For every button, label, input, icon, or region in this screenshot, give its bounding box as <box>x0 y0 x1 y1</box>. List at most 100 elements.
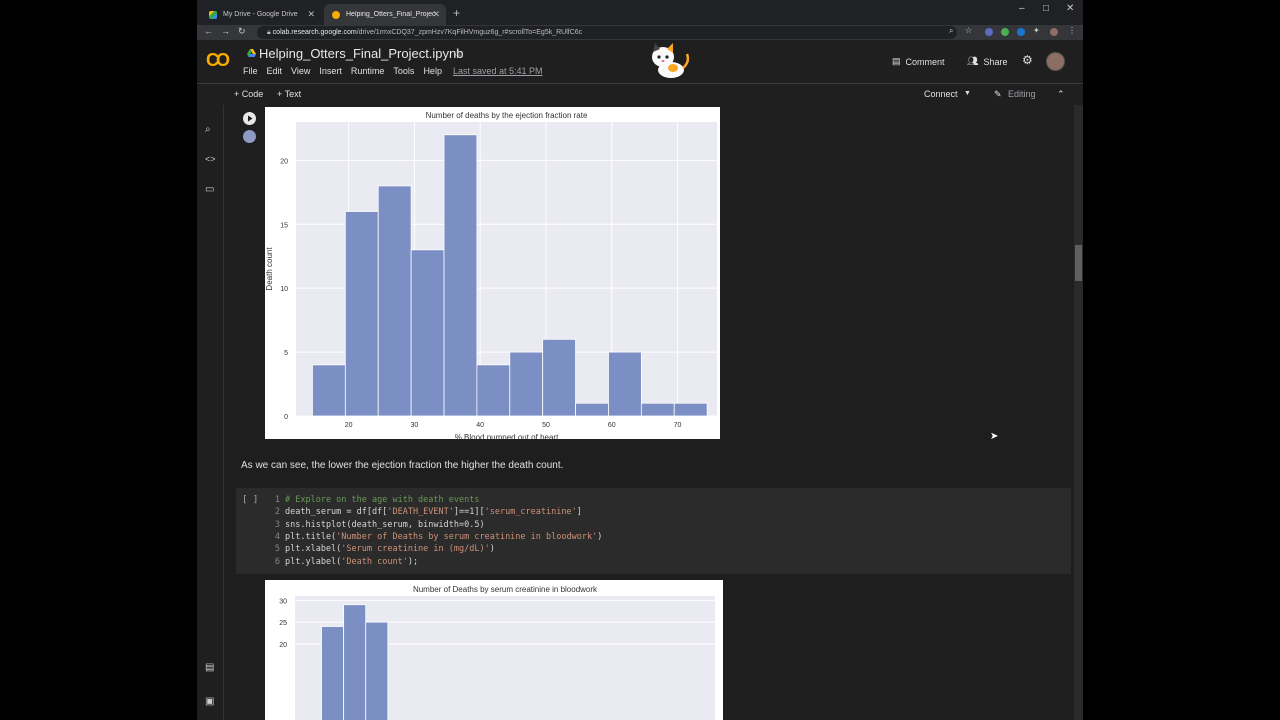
code-line[interactable]: 4 plt.title('Number of Deaths by serum cr… <box>270 532 602 542</box>
code-cell[interactable]: [ ] 1 # Explore on the age with death eve… <box>236 488 1071 574</box>
reload-icon[interactable]: ↻ <box>238 26 246 36</box>
notebook-title[interactable]: Helping_Otters_Final_Project.ipynb <box>259 46 464 61</box>
tab-strip: My Drive - Google Drive ✕ Helping_Otters… <box>197 0 1083 25</box>
people-icon: 👥︎ <box>967 56 979 66</box>
y-tick-label: 15 <box>280 222 288 229</box>
y-tick-label: 20 <box>280 158 288 165</box>
menu-tools[interactable]: Tools <box>393 66 415 76</box>
add-text-button[interactable]: + Text <box>277 89 302 99</box>
last-saved-link[interactable]: Last saved at 5:41 PM <box>452 66 543 76</box>
code-token: ]==1][ <box>453 507 485 518</box>
histogram-bar <box>365 621 389 720</box>
chart-title: Number of deaths by the ejection fractio… <box>426 111 588 120</box>
code-token: ) <box>489 544 495 555</box>
histogram-bar <box>608 351 642 417</box>
code-line[interactable]: 6 plt.ylabel('Death count'); <box>270 557 418 567</box>
menu-view[interactable]: View <box>291 66 311 76</box>
cell-execution-bracket[interactable]: [ ] <box>242 495 259 505</box>
code-line[interactable]: 5 plt.xlabel('Serum creatinine in (mg/dL)… <box>270 544 495 554</box>
histogram-bar <box>343 604 367 720</box>
histogram-bar <box>321 626 345 720</box>
y-axis-label: Death count <box>265 247 274 291</box>
puzzle-icon[interactable]: ✦ <box>1033 26 1040 35</box>
code-token: 'Death count' <box>341 556 408 567</box>
search-icon[interactable]: ⌕ <box>205 124 211 135</box>
bookmark-star-icon[interactable]: ☆ <box>965 26 973 35</box>
extension-icon[interactable] <box>1001 28 1009 36</box>
code-line[interactable]: 2 death_serum = df[df['DEATH_EVENT']==1][… <box>270 507 582 517</box>
extension-icon[interactable] <box>1017 28 1025 36</box>
add-code-button[interactable]: + Code <box>234 89 264 99</box>
avatar[interactable] <box>1046 52 1065 71</box>
histogram-bar <box>575 402 609 417</box>
back-icon[interactable]: ← <box>204 26 213 36</box>
share-label: Share <box>983 56 1008 67</box>
maximize-button[interactable]: □ <box>1043 3 1050 14</box>
text-cell[interactable]: As we can see, the lower the ejection fr… <box>241 460 564 471</box>
close-window-button[interactable]: ✕ <box>1066 3 1075 14</box>
menu-edit[interactable]: Edit <box>266 66 283 76</box>
code-line[interactable]: 1 # Explore on the age with death events <box>270 495 480 505</box>
lock-icon: 🔒︎ <box>267 29 273 36</box>
folder-icon[interactable]: ▭ <box>205 184 215 195</box>
star-icon[interactable]: ☆ <box>452 45 464 60</box>
forward-icon[interactable]: → <box>221 26 230 36</box>
gear-icon[interactable]: ⚙ <box>1022 53 1033 67</box>
menu-runtime[interactable]: Runtime <box>350 66 385 76</box>
chevron-up-icon[interactable]: ⌃ <box>1057 89 1065 99</box>
tab-colab-notebook[interactable]: Helping_Otters_Final_Project.ipyn ✕ <box>324 4 446 25</box>
code-token: plt.title( <box>285 531 337 542</box>
chart-svg: 20 25 30 Number of Deaths by serum creatini… <box>279 585 715 720</box>
code-snippets-icon[interactable]: <> <box>205 154 216 164</box>
chevron-down-icon[interactable]: ▼ <box>964 90 971 97</box>
tab-title: Helping_Otters_Final_Project.ipyn <box>346 11 436 18</box>
scrollbar-thumb[interactable] <box>1075 245 1082 281</box>
url-path: /drive/1rmxCDQ37_zpmHzv7KqFilHVmguz6g_r#… <box>356 29 583 36</box>
more-vert-icon[interactable]: ⋮ <box>1068 26 1076 35</box>
scrollbar[interactable] <box>1074 105 1083 720</box>
menu-help[interactable]: Help <box>423 66 442 76</box>
line-number: 5 <box>274 544 280 555</box>
tab-google-drive[interactable]: My Drive - Google Drive ✕ <box>201 4 321 25</box>
command-palette-icon[interactable]: ▤ <box>205 662 215 673</box>
code-token: # Explore on the age with death events <box>285 495 480 505</box>
line-number: 4 <box>274 531 280 542</box>
colab-icon <box>332 10 340 19</box>
x-tick-label: 50 <box>542 422 550 429</box>
connect-button[interactable]: Connect <box>924 89 958 99</box>
chart-serum-creatinine: 20 25 30 Number of Deaths by serum creatini… <box>265 580 723 720</box>
tab-title: My Drive - Google Drive <box>223 11 298 18</box>
profile-avatar[interactable] <box>1050 28 1058 36</box>
pencil-icon: ✎ <box>994 89 1002 99</box>
line-number: 6 <box>274 556 280 567</box>
colab-logo[interactable]: CO <box>206 50 230 70</box>
new-tab-button[interactable]: + <box>453 6 461 20</box>
chart-svg: 0 5 10 15 20 20 30 40 50 60 70 Number of deaths by … <box>265 111 717 442</box>
code-line[interactable]: 3 sns.histplot(death_serum, binwidth=0.5) <box>270 520 485 530</box>
drive-icon <box>247 49 256 57</box>
comment-button[interactable]: ▤ Comment <box>892 56 945 67</box>
editing-mode-label[interactable]: Editing <box>1008 89 1036 99</box>
run-cell-button[interactable] <box>243 112 256 125</box>
left-sidebar: ☰ ⌕ <> ▭ ▤ ▣ <box>197 84 224 720</box>
notebook-toolbar: + Code + Text Connect ▼ ✎ Editing ⌃ <box>197 84 1083 105</box>
code-token: 'Number of Deaths by serum creatinine in… <box>336 531 598 542</box>
code-token: 'Serum creatinine in (mg/dL)' <box>341 544 490 555</box>
line-number: 1 <box>274 495 280 505</box>
terminal-icon[interactable]: ▣ <box>205 696 215 707</box>
extension-icon[interactable] <box>985 28 993 36</box>
output-avatar-icon <box>243 130 256 143</box>
minimize-button[interactable]: – <box>1019 3 1025 14</box>
menu-file[interactable]: File <box>243 66 258 76</box>
histogram-bar <box>312 364 346 417</box>
close-tab-icon[interactable]: ✕ <box>432 9 440 19</box>
code-token: 'DEATH_EVENT' <box>387 507 454 518</box>
mouse-cursor-icon: ➤ <box>990 431 999 442</box>
search-icon[interactable]: ⌕ <box>949 26 954 35</box>
url-input[interactable]: 🔒︎ colab.research.google.com/drive/1rmxC… <box>257 26 957 39</box>
menu-insert[interactable]: Insert <box>319 66 342 76</box>
share-button[interactable]: 👥︎ Share <box>967 56 1007 67</box>
close-tab-icon[interactable]: ✕ <box>307 9 315 19</box>
x-tick-label: 70 <box>674 422 682 429</box>
x-tick-label: 20 <box>345 422 353 429</box>
